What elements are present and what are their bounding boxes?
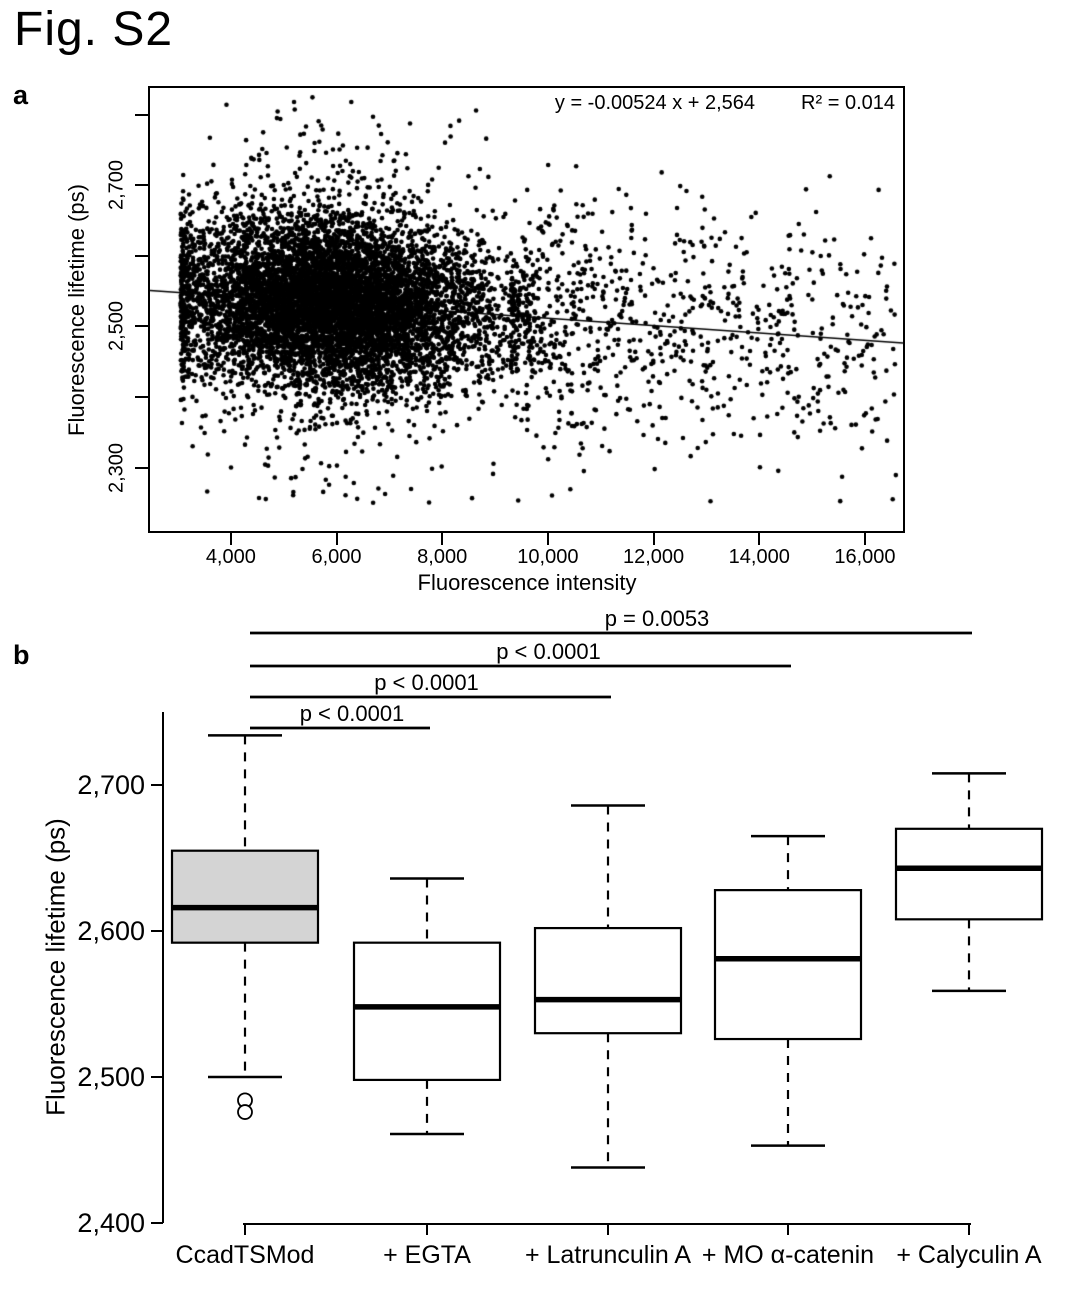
category-label: + MO α-catenin (702, 1241, 874, 1269)
panel-b-y-tick-label: 2,500 (77, 1062, 145, 1092)
panel-a-y-tick (135, 254, 148, 257)
panel-a-label: a (13, 80, 29, 110)
boxplot-box (894, 827, 1044, 921)
panel-a-y-tick (135, 184, 148, 187)
category-label: CcadTSMod (176, 1241, 315, 1269)
panel-a-x-tick (863, 533, 866, 545)
panel-b-y-tick-label: 2,600 (77, 916, 145, 946)
panel-a-x-tick (758, 533, 761, 545)
panel-a-y-tick (135, 466, 148, 469)
figure-title: Fig. S2 (14, 3, 174, 56)
boxplot-box (533, 926, 683, 1035)
scatter-points-canvas (150, 88, 903, 531)
panel-a-x-tick-label: 14,000 (728, 546, 790, 568)
r-squared-value: R² = 0.014 (801, 92, 895, 114)
significance-label: p < 0.0001 (496, 639, 601, 664)
panel-a-x-tick-label: 10,000 (517, 546, 579, 568)
significance-label: p < 0.0001 (374, 670, 479, 695)
panel-a-x-tick (229, 533, 232, 545)
panel-a-x-tick-label: 4,000 (205, 546, 256, 568)
panel-a-y-tick (135, 395, 148, 398)
panel-a-x-tick-label: 12,000 (622, 546, 685, 568)
panel-a-x-tick-label: 16,000 (834, 546, 896, 568)
panel-a-plot-frame (148, 86, 905, 533)
boxplot-outlier (237, 1104, 253, 1120)
regression-annotation: y = -0.00524 x + 2,564 R² = 0.014 (150, 92, 895, 115)
panel-a-x-tick (335, 533, 338, 545)
category-label: + Latrunculin A (525, 1241, 691, 1269)
significance-label: p < 0.0001 (300, 701, 405, 726)
panel-b-y-tick-label: 2,700 (77, 770, 145, 800)
panel-a-x-tick-label: 6,000 (311, 546, 362, 568)
panel-a-x-tick (652, 533, 655, 545)
panel-a-x-tick-label: 8,000 (417, 546, 468, 568)
category-label: + EGTA (383, 1241, 471, 1269)
boxplot-box (713, 889, 863, 1041)
panel-a-y-tick (135, 325, 148, 328)
significance-label: p = 0.0053 (605, 606, 710, 631)
panel-b-label: b (13, 640, 30, 670)
panel-a-x-axis-label: Fluorescence intensity (417, 570, 637, 595)
regression-equation: y = -0.00524 x + 2,564 (554, 92, 756, 114)
boxplot-box (352, 941, 502, 1082)
panel-a-y-tick (135, 113, 148, 116)
panel-a-x-tick (441, 533, 444, 545)
category-label: + Calyculin A (896, 1241, 1042, 1269)
panel-a-x-tick (546, 533, 549, 545)
panel-b-y-tick-label: 2,400 (77, 1208, 145, 1238)
boxplot-box (170, 849, 320, 944)
